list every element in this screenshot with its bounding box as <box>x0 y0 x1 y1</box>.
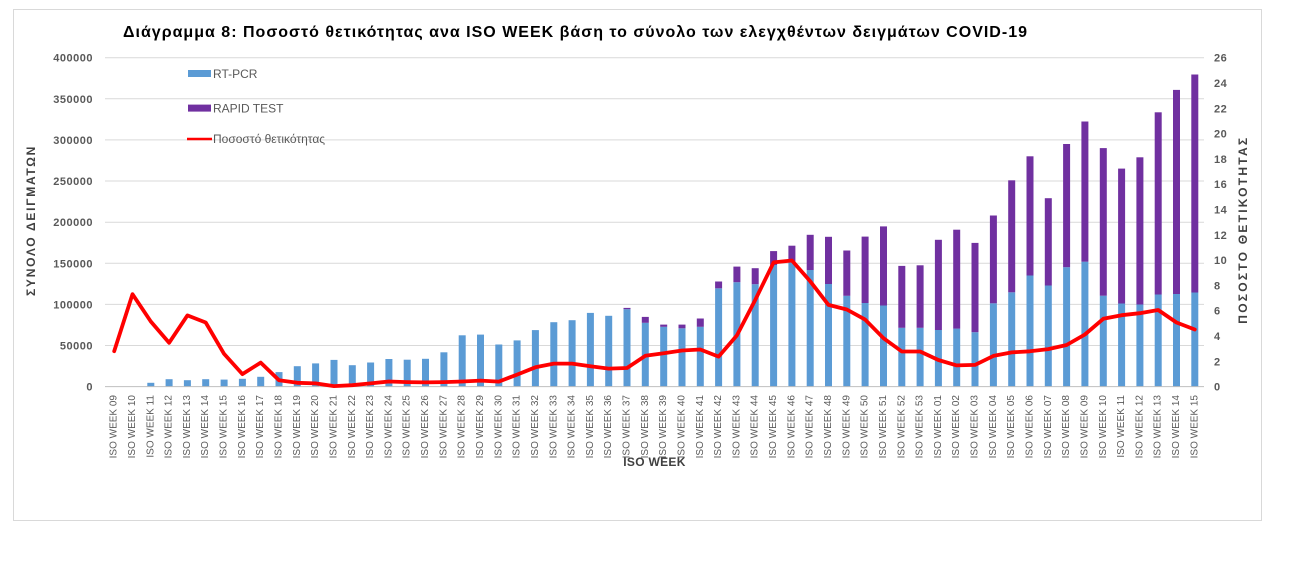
svg-text:ISO WEEK 08: ISO WEEK 08 <box>1061 395 1072 459</box>
svg-text:ISO WEEK 44: ISO WEEK 44 <box>750 395 761 459</box>
svg-text:ISO WEEK 16: ISO WEEK 16 <box>237 395 248 459</box>
svg-text:ISO WEEK 49: ISO WEEK 49 <box>841 395 852 459</box>
svg-text:8: 8 <box>1214 280 1221 292</box>
svg-text:RAPID TEST: RAPID TEST <box>213 101 284 115</box>
svg-text:ISO WEEK 20: ISO WEEK 20 <box>310 395 321 459</box>
svg-text:350000: 350000 <box>53 94 93 106</box>
svg-text:RT-PCR: RT-PCR <box>213 67 258 81</box>
svg-text:22: 22 <box>1214 103 1227 115</box>
svg-text:ISO WEEK 23: ISO WEEK 23 <box>365 395 376 459</box>
svg-text:300000: 300000 <box>53 135 93 147</box>
svg-text:200000: 200000 <box>53 217 93 229</box>
svg-text:ISO WEEK 48: ISO WEEK 48 <box>823 395 834 459</box>
svg-text:ISO WEEK 50: ISO WEEK 50 <box>860 395 871 459</box>
svg-text:ISO WEEK: ISO WEEK <box>623 455 685 469</box>
svg-text:ISO WEEK 39: ISO WEEK 39 <box>658 395 669 459</box>
svg-text:ISO WEEK 22: ISO WEEK 22 <box>347 395 358 459</box>
svg-text:ISO WEEK 11: ISO WEEK 11 <box>1116 395 1127 458</box>
svg-text:ISO WEEK 18: ISO WEEK 18 <box>274 395 285 459</box>
svg-text:ISO WEEK 14: ISO WEEK 14 <box>1171 395 1182 459</box>
svg-text:18: 18 <box>1214 154 1227 166</box>
svg-text:ISO WEEK 19: ISO WEEK 19 <box>292 395 303 459</box>
svg-text:ISO WEEK 05: ISO WEEK 05 <box>1006 395 1017 459</box>
svg-text:ISO WEEK 10: ISO WEEK 10 <box>127 395 138 459</box>
svg-text:ISO WEEK 43: ISO WEEK 43 <box>731 395 742 459</box>
svg-text:ISO WEEK 03: ISO WEEK 03 <box>970 395 981 459</box>
svg-text:ISO WEEK 45: ISO WEEK 45 <box>768 395 779 459</box>
svg-text:ISO WEEK 29: ISO WEEK 29 <box>475 395 486 459</box>
svg-text:ISO WEEK 47: ISO WEEK 47 <box>805 395 816 459</box>
svg-text:ISO WEEK 11: ISO WEEK 11 <box>145 395 156 458</box>
svg-text:ISO WEEK 26: ISO WEEK 26 <box>420 395 431 459</box>
svg-text:ISO WEEK 27: ISO WEEK 27 <box>438 395 449 459</box>
svg-text:ISO WEEK 53: ISO WEEK 53 <box>915 395 926 459</box>
svg-text:0: 0 <box>86 382 93 394</box>
svg-text:ISO WEEK 15: ISO WEEK 15 <box>219 395 230 459</box>
svg-text:ISO WEEK 42: ISO WEEK 42 <box>713 395 724 459</box>
svg-text:16: 16 <box>1214 179 1227 191</box>
svg-text:ISO WEEK 32: ISO WEEK 32 <box>530 395 541 459</box>
svg-text:ISO WEEK 04: ISO WEEK 04 <box>988 395 999 459</box>
svg-text:ISO WEEK 01: ISO WEEK 01 <box>933 395 944 459</box>
svg-text:ISO WEEK 33: ISO WEEK 33 <box>548 395 559 459</box>
svg-text:ISO WEEK 46: ISO WEEK 46 <box>786 395 797 459</box>
svg-text:ISO WEEK 24: ISO WEEK 24 <box>383 395 394 459</box>
svg-text:ISO WEEK 12: ISO WEEK 12 <box>164 395 175 459</box>
svg-text:ISO WEEK 07: ISO WEEK 07 <box>1043 395 1054 459</box>
svg-text:ISO WEEK 40: ISO WEEK 40 <box>677 395 688 459</box>
svg-text:ISO WEEK 38: ISO WEEK 38 <box>640 395 651 459</box>
svg-text:ISO WEEK 10: ISO WEEK 10 <box>1098 395 1109 459</box>
svg-text:400000: 400000 <box>53 53 93 65</box>
svg-text:ISO WEEK 12: ISO WEEK 12 <box>1134 395 1145 459</box>
svg-text:ISO WEEK 34: ISO WEEK 34 <box>567 395 578 459</box>
svg-text:ISO WEEK 02: ISO WEEK 02 <box>951 395 962 459</box>
svg-text:150000: 150000 <box>53 258 93 270</box>
svg-text:ISO WEEK 09: ISO WEEK 09 <box>109 395 120 459</box>
svg-text:24: 24 <box>1214 78 1228 90</box>
svg-text:6: 6 <box>1214 306 1221 318</box>
svg-text:Διάγραμμα 8: Ποσοστό θετικότη: Διάγραμμα 8: Ποσοστό θετικότητας ανα ISO… <box>123 24 1027 41</box>
svg-text:ISO WEEK 30: ISO WEEK 30 <box>493 395 504 459</box>
svg-text:2: 2 <box>1214 356 1221 368</box>
svg-text:ISO WEEK 13: ISO WEEK 13 <box>182 395 193 459</box>
svg-text:250000: 250000 <box>53 176 93 188</box>
svg-text:20: 20 <box>1214 129 1227 141</box>
svg-text:14: 14 <box>1214 205 1228 217</box>
svg-text:Ποσοστό θετικότητας: Ποσοστό θετικότητας <box>213 132 325 146</box>
svg-text:ISO WEEK 31: ISO WEEK 31 <box>512 395 523 459</box>
svg-text:12: 12 <box>1214 230 1227 242</box>
svg-text:ISO WEEK 21: ISO WEEK 21 <box>329 395 340 459</box>
svg-text:4: 4 <box>1214 331 1221 343</box>
svg-text:ISO WEEK 36: ISO WEEK 36 <box>603 395 614 459</box>
svg-text:ISO WEEK 35: ISO WEEK 35 <box>585 395 596 459</box>
svg-text:ΠΟΣΟΣΤΟ ΘΕΤΙΚΟΤΗΤΑΣ: ΠΟΣΟΣΤΟ ΘΕΤΙΚΟΤΗΤΑΣ <box>1236 136 1250 324</box>
svg-text:ISO WEEK 52: ISO WEEK 52 <box>896 395 907 459</box>
svg-text:ISO WEEK 17: ISO WEEK 17 <box>255 395 266 459</box>
svg-text:50000: 50000 <box>60 341 93 353</box>
svg-text:10: 10 <box>1214 255 1227 267</box>
svg-text:ΣΥΝΟΛΟ ΔΕΙΓΜΑΤΩΝ: ΣΥΝΟΛΟ ΔΕΙΓΜΑΤΩΝ <box>24 145 38 296</box>
svg-text:ISO WEEK 13: ISO WEEK 13 <box>1153 395 1164 459</box>
svg-text:ISO WEEK 28: ISO WEEK 28 <box>457 395 468 459</box>
svg-text:ISO WEEK 09: ISO WEEK 09 <box>1079 395 1090 459</box>
svg-text:ISO WEEK 25: ISO WEEK 25 <box>402 395 413 459</box>
svg-text:ISO WEEK 15: ISO WEEK 15 <box>1189 395 1200 459</box>
svg-text:ISO WEEK 37: ISO WEEK 37 <box>622 395 633 459</box>
svg-text:ISO WEEK 41: ISO WEEK 41 <box>695 395 706 459</box>
svg-text:100000: 100000 <box>53 299 93 311</box>
svg-text:ISO WEEK 51: ISO WEEK 51 <box>878 395 889 459</box>
svg-text:ISO WEEK 06: ISO WEEK 06 <box>1025 395 1036 459</box>
svg-text:26: 26 <box>1214 53 1227 65</box>
svg-text:0: 0 <box>1214 382 1221 394</box>
svg-text:ISO WEEK 14: ISO WEEK 14 <box>200 395 211 459</box>
